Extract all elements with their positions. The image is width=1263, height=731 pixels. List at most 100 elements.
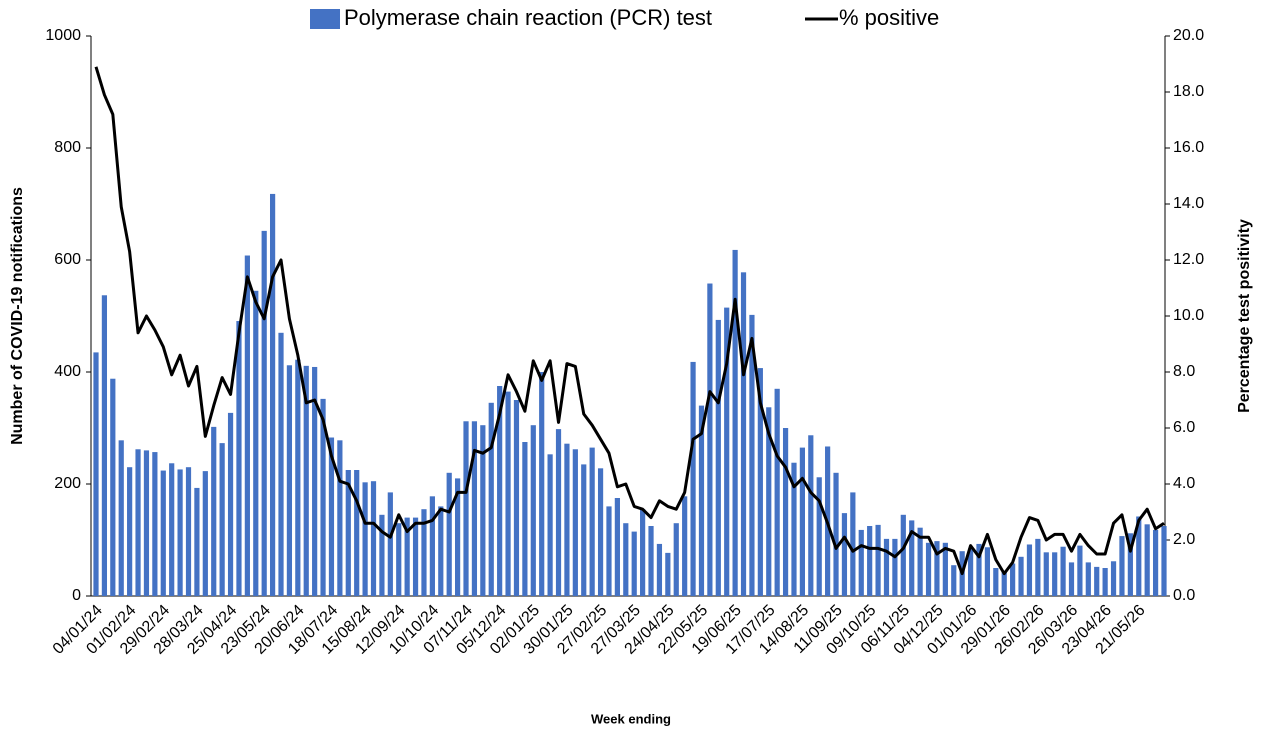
bar (917, 527, 923, 596)
bar (900, 514, 906, 596)
bar (740, 272, 747, 596)
bar (984, 547, 991, 596)
bar (404, 517, 410, 596)
bar (707, 283, 713, 596)
bar (244, 255, 250, 596)
bar (1052, 552, 1058, 596)
bar (185, 467, 192, 596)
y2-tick-label: 0.0 (1173, 587, 1195, 604)
bar (152, 452, 158, 596)
y2-tick-label: 14.0 (1173, 195, 1204, 212)
legend-swatch (310, 9, 340, 29)
bar (682, 496, 688, 596)
y2-tick-label: 2.0 (1173, 531, 1195, 548)
bar (530, 425, 536, 596)
bar (219, 443, 225, 596)
bar (370, 481, 377, 596)
bar (867, 526, 873, 596)
bar (446, 472, 452, 596)
y-axis-title: Number of COVID-19 notifications (9, 187, 26, 445)
legend-label: Polymerase chain reaction (PCR) test (344, 5, 712, 30)
bar (1001, 570, 1007, 596)
bar (623, 523, 629, 596)
bar (211, 426, 217, 596)
y-tick-label: 600 (54, 251, 81, 268)
bar (925, 542, 932, 596)
bar (429, 496, 435, 596)
bar (934, 541, 940, 596)
bar (875, 524, 881, 596)
bar (160, 470, 166, 596)
bar (320, 398, 326, 596)
y2-axis-title: Percentage test positivity (1236, 219, 1253, 413)
bar (387, 492, 393, 596)
bar (1068, 562, 1075, 596)
bar (169, 463, 175, 596)
bar (564, 443, 570, 596)
line (94, 66, 1165, 576)
bar (967, 548, 974, 596)
bar (1161, 526, 1167, 596)
bar (766, 407, 772, 596)
bar (951, 565, 957, 596)
bar (1136, 516, 1142, 596)
bar (412, 517, 419, 596)
bar (328, 437, 335, 596)
bar (1127, 533, 1133, 596)
bar (690, 361, 696, 596)
bar (1018, 556, 1024, 596)
bar (1102, 568, 1108, 596)
x-axis-title: Week ending (591, 711, 671, 726)
bar (1077, 545, 1083, 596)
bar (631, 531, 637, 596)
y2-tick-label: 16.0 (1173, 139, 1204, 156)
bar (1026, 544, 1033, 596)
bar (976, 543, 982, 596)
y2-tick-label: 20.0 (1173, 27, 1204, 44)
bar (572, 449, 578, 596)
bar (673, 523, 679, 596)
bar (101, 295, 108, 596)
y-tick-label: 1000 (45, 27, 81, 44)
bar (421, 509, 427, 596)
bar (909, 520, 915, 596)
bar (522, 442, 528, 596)
bar (488, 402, 494, 596)
bar (698, 405, 705, 596)
bar (555, 429, 562, 596)
bar (227, 412, 234, 596)
bar (799, 447, 805, 596)
bar (942, 542, 948, 596)
bar (455, 478, 461, 596)
bar (774, 388, 780, 596)
bar (127, 467, 133, 596)
bar (480, 425, 486, 596)
bar (841, 513, 848, 596)
bar (1035, 538, 1041, 596)
y2-tick-label: 6.0 (1173, 419, 1195, 436)
y-tick-label: 200 (54, 475, 81, 492)
y2-tick-label: 8.0 (1173, 363, 1195, 380)
bar (597, 468, 604, 596)
bar (732, 249, 738, 597)
bar (497, 386, 503, 596)
bar (1043, 552, 1049, 596)
bar (1119, 536, 1125, 596)
bar (581, 464, 587, 596)
bar (589, 447, 595, 596)
bar (202, 471, 208, 596)
bar (1144, 524, 1150, 596)
bar (177, 469, 183, 596)
bar (883, 538, 890, 596)
bar (312, 366, 318, 596)
bar (782, 428, 789, 596)
bar (614, 498, 620, 596)
bar (438, 506, 444, 596)
bar (724, 307, 730, 596)
bar (143, 450, 150, 596)
bar (135, 449, 141, 596)
bar (1085, 562, 1091, 596)
y2-tick-label: 12.0 (1173, 251, 1204, 268)
bar (1060, 546, 1066, 596)
bar (757, 368, 763, 596)
